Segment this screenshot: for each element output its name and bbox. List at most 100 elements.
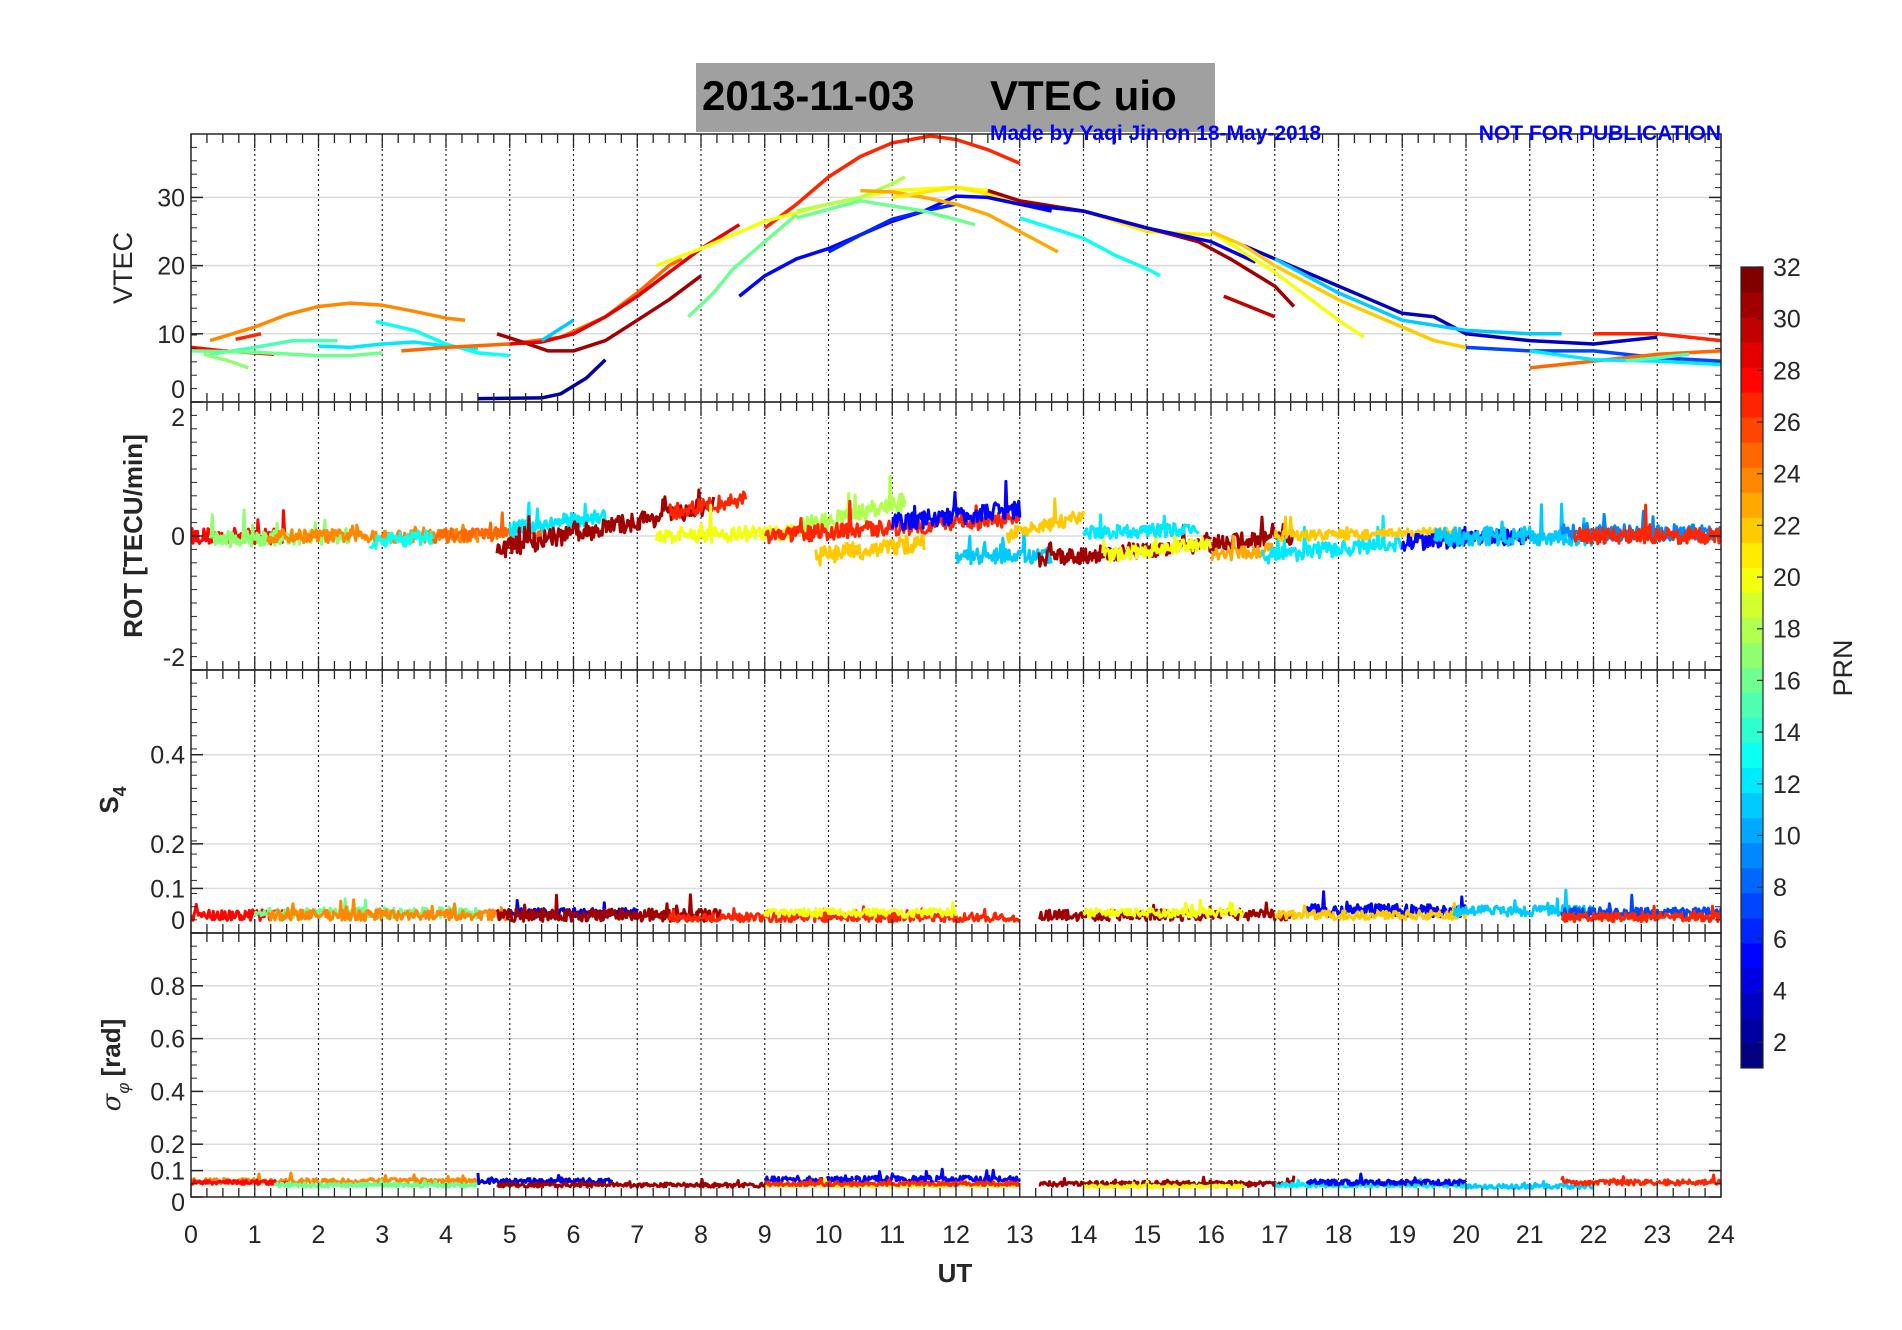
series-prn-28 xyxy=(191,1178,289,1187)
series-prn-12 xyxy=(1260,514,1404,565)
y-tick-label: 2 xyxy=(171,404,185,432)
colorbar-swatch-prn-10 xyxy=(1741,817,1763,844)
y-label-s4: S4 xyxy=(94,786,130,813)
series-prn-22 xyxy=(814,532,926,567)
vtec-arc-prn-25 xyxy=(401,257,683,353)
y-tick-label: 30 xyxy=(157,184,185,212)
colorbar-tick-label: 16 xyxy=(1773,667,1801,695)
series-prn-12 xyxy=(1273,1176,1468,1189)
x-tick-label: 11 xyxy=(879,1221,905,1249)
x-tick-label: 14 xyxy=(1070,1221,1098,1249)
x-tick-label: 1 xyxy=(248,1221,262,1249)
colorbar-swatch-prn-19 xyxy=(1741,592,1763,618)
colorbar-tick-label: 14 xyxy=(1773,719,1801,747)
colorbar-tick-label: 28 xyxy=(1773,357,1801,385)
x-tick-label: 8 xyxy=(694,1221,708,1249)
series-prn-20 xyxy=(1101,532,1213,563)
colorbar-swatch-prn-32 xyxy=(1741,267,1763,293)
s4-sub: 4 xyxy=(110,786,130,796)
vtec-arc-prn-11 xyxy=(1273,257,1562,336)
y-tick-label: 0.2 xyxy=(150,1131,185,1159)
series-prn-27 xyxy=(1560,904,1721,924)
vtec-arc-prn-6 xyxy=(827,202,957,254)
data-layer xyxy=(191,474,1721,568)
y-tick-label: 0.8 xyxy=(150,973,185,1001)
x-tick-label: 21 xyxy=(1516,1221,1544,1249)
series-prn-27 xyxy=(1572,503,1721,546)
y-label-rot: ROT [TECU/min] xyxy=(118,434,148,638)
y-tick-label: 0 xyxy=(171,1189,185,1217)
series-prn-20 xyxy=(1082,1179,1245,1190)
y-tick-label: 10 xyxy=(157,321,185,349)
colorbar-swatch-prn-23 xyxy=(1741,492,1763,518)
x-tick-label: 20 xyxy=(1452,1221,1480,1249)
panel-0: 0 10 20 30 xyxy=(157,133,1722,404)
vtec-arc-prn-30 xyxy=(1223,294,1276,319)
colorbar-swatch-prn-22 xyxy=(1741,517,1763,543)
panels: 0102030-20200.10.20.400.10.20.40.60.8VTE… xyxy=(94,133,1722,1217)
x-tick-label: 24 xyxy=(1707,1221,1735,1249)
vtec-arc-prn-16 xyxy=(687,213,798,319)
y-label-vtec: VTEC xyxy=(108,232,138,304)
vtec-arc-prn-20 xyxy=(1210,230,1365,339)
series-prn-13 xyxy=(368,529,435,550)
vtec-arc-prn-13 xyxy=(1019,216,1161,278)
not-for-publication: NOT FOR PUBLICATION xyxy=(1479,122,1721,145)
vtec-arc-prn-17 xyxy=(203,352,249,370)
colorbar-swatch-prn-20 xyxy=(1741,567,1763,593)
colorbar-swatch-prn-30 xyxy=(1741,317,1763,343)
colorbar-swatch-prn-29 xyxy=(1741,342,1763,368)
colorbar-swatch-prn-31 xyxy=(1741,292,1763,318)
sigma-symbol: σ xyxy=(97,1092,127,1111)
panel-1: -2 0 2 xyxy=(163,401,1722,672)
x-tick-label: 6 xyxy=(567,1221,581,1249)
x-tick-label: 19 xyxy=(1388,1221,1416,1249)
colorbar-tick-label: 20 xyxy=(1773,564,1801,592)
vtec-arc-prn-2 xyxy=(477,358,607,401)
x-tick-label: 15 xyxy=(1133,1221,1161,1249)
vtec-arc-prn-24 xyxy=(209,301,466,343)
colorbar-swatch-prn-21 xyxy=(1741,542,1763,568)
sigma-unit: [rad] xyxy=(96,1019,126,1077)
colorbar-tick-label: 4 xyxy=(1773,977,1787,1005)
colorbar-tick-label: 24 xyxy=(1773,461,1801,489)
colorbar-swatch-prn-11 xyxy=(1741,792,1763,819)
vtec-arc-prn-7 xyxy=(1465,345,1721,363)
vtec-arc-prn-25 xyxy=(1529,349,1721,370)
y-tick-label: 0.1 xyxy=(150,875,185,903)
colorbar-tick-label: 10 xyxy=(1773,822,1801,850)
colorbar-swatch-prn-14 xyxy=(1741,717,1763,744)
series-prn-5 xyxy=(1400,525,1532,552)
colorbar-frame xyxy=(1740,266,1764,1069)
x-tick-label: 12 xyxy=(942,1221,970,1249)
vtec-arc-prn-13 xyxy=(375,319,510,358)
x-axis-label: UT xyxy=(938,1258,973,1288)
x-tick-label: 17 xyxy=(1261,1221,1289,1249)
series-prn-31 xyxy=(1037,515,1296,568)
x-tick-label: 3 xyxy=(375,1221,389,1249)
x-tick-label: 2 xyxy=(312,1221,326,1249)
x-tick-label: 16 xyxy=(1197,1221,1225,1249)
vtec-arc-prn-16 xyxy=(796,199,976,227)
colorbar-swatch-prn-16 xyxy=(1741,667,1763,694)
colorbar-swatch-prn-18 xyxy=(1741,617,1763,643)
y-label-sigma: σφ [rad] xyxy=(96,1019,133,1112)
colorbar-tick-label: 12 xyxy=(1773,771,1801,799)
colorbar-tick-label: 6 xyxy=(1773,926,1787,954)
data-layer xyxy=(191,134,1721,401)
series-prn-22 xyxy=(1273,515,1468,542)
data-layer xyxy=(191,1167,1721,1190)
colorbar-swatch-prn-3 xyxy=(1741,992,1763,1019)
colorbar-swatch-prn-6 xyxy=(1741,917,1763,944)
y-tick-label: 0 xyxy=(171,523,185,551)
series-prn-23 xyxy=(1210,534,1277,562)
x-tick-label: 18 xyxy=(1325,1221,1353,1249)
colorbar-tick-label: 2 xyxy=(1773,1029,1787,1057)
panel-3: 0 0.10.2 0.4 0.6 0.8 xyxy=(150,932,1722,1217)
colorbar-tick-label: 18 xyxy=(1773,616,1801,644)
series-prn-12 xyxy=(508,501,607,538)
colorbar-swatch-prn-27 xyxy=(1741,392,1763,418)
y-tick-label: 0.4 xyxy=(150,1078,185,1106)
colorbar-tick-label: 32 xyxy=(1773,254,1801,282)
colorbar-swatch-prn-17 xyxy=(1741,642,1763,668)
